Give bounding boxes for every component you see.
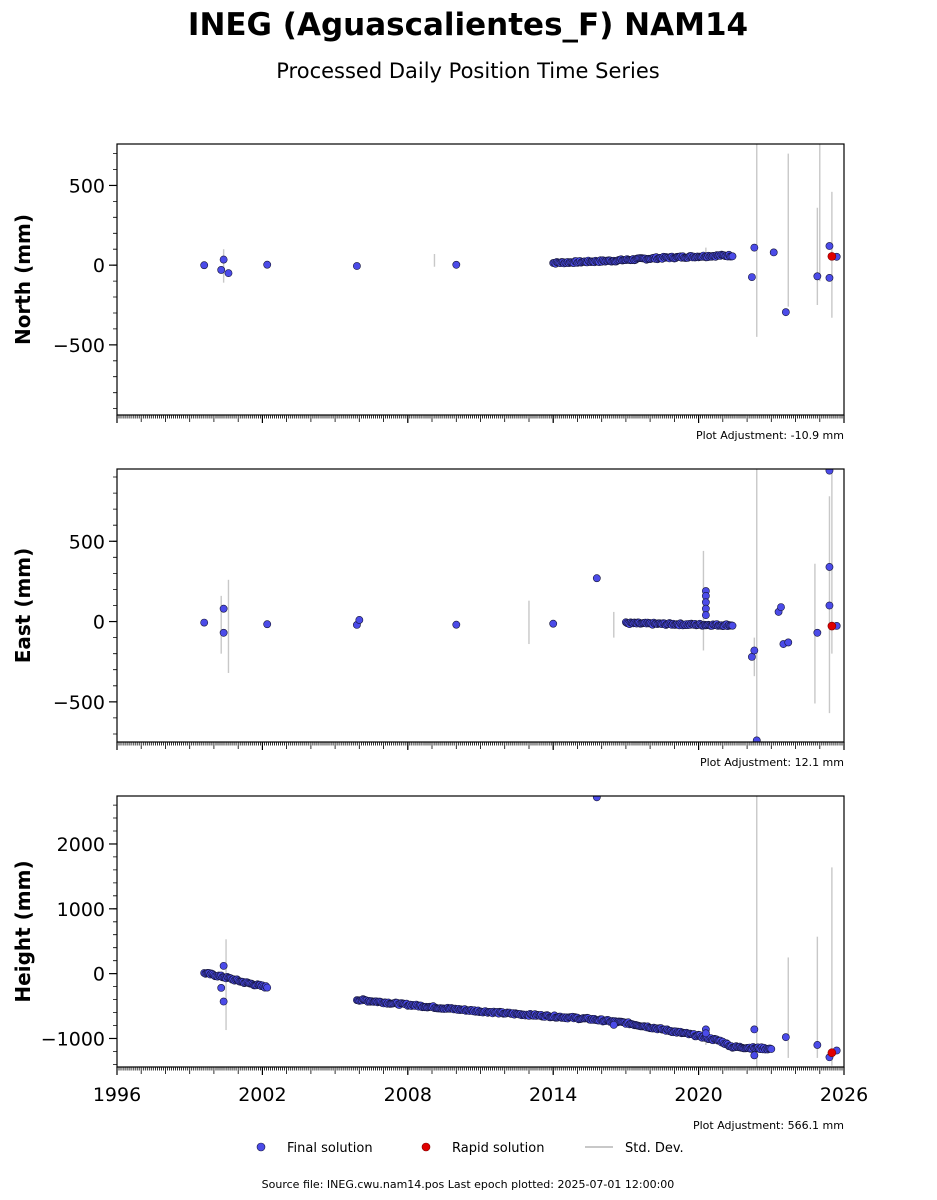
final-point bbox=[592, 574, 601, 583]
final-point bbox=[750, 1051, 759, 1060]
final-point bbox=[767, 1045, 776, 1053]
y-tick-label: 1000 bbox=[57, 899, 105, 921]
source-note: Source file: INEG.cwu.nam14.pos Last epo… bbox=[262, 1178, 675, 1191]
final-point bbox=[219, 604, 228, 613]
final-point bbox=[263, 983, 272, 992]
final-point bbox=[750, 646, 759, 655]
final-point bbox=[352, 262, 361, 270]
final-point bbox=[781, 1033, 790, 1042]
y-tick-label: 2000 bbox=[57, 834, 105, 856]
x-tick-label: 2026 bbox=[820, 1084, 868, 1106]
final-point bbox=[825, 469, 834, 475]
final-point bbox=[769, 248, 778, 257]
final-point bbox=[219, 628, 228, 637]
final-point bbox=[701, 604, 710, 613]
y-axis-label: North (mm) bbox=[11, 214, 35, 345]
final-point bbox=[728, 621, 737, 630]
legend-rapid-marker bbox=[421, 1142, 431, 1152]
plot-area bbox=[200, 144, 841, 337]
plot-adjustment: Plot Adjustment: 566.1 mm bbox=[693, 1119, 844, 1132]
legend-stddev-label: Std. Dev. bbox=[625, 1141, 684, 1156]
y-tick-label: 0 bbox=[93, 964, 105, 986]
final-point bbox=[452, 620, 461, 629]
figure-title: INEG (Aguascalientes_F) NAM14 bbox=[188, 7, 748, 43]
final-point bbox=[217, 266, 226, 274]
panel-1: 500 0 −500 East (mm) Plot Adjustment: 12.1 m… bbox=[11, 468, 845, 769]
final-point bbox=[781, 308, 790, 317]
panels: 500 0 −500 North (mm) Plot Adjustment: -10.9… bbox=[11, 143, 868, 1132]
panel-2: 1996 2002 2008 2014 2020 2026 2000 1000 0 −1000 He… bbox=[11, 795, 868, 1132]
final-point bbox=[825, 563, 834, 571]
plot-area bbox=[200, 796, 841, 1067]
final-point bbox=[825, 274, 834, 282]
y-tick-label: 500 bbox=[69, 175, 105, 197]
final-point bbox=[219, 961, 228, 970]
final-point bbox=[777, 603, 785, 612]
plot-area bbox=[200, 469, 841, 742]
plot-adjustment: Plot Adjustment: 12.1 mm bbox=[700, 756, 844, 769]
final-point bbox=[549, 619, 558, 628]
x-tick-label: 2020 bbox=[674, 1084, 722, 1106]
final-point bbox=[750, 1025, 759, 1034]
plot-adjustment: Plot Adjustment: -10.9 mm bbox=[696, 429, 844, 442]
final-point bbox=[219, 255, 228, 264]
final-point bbox=[701, 598, 710, 607]
final-point bbox=[813, 628, 822, 637]
final-point bbox=[748, 273, 756, 282]
x-ticks bbox=[116, 415, 845, 422]
x-tick-label: 2008 bbox=[384, 1084, 432, 1106]
rapid-point bbox=[827, 252, 837, 261]
x-ticks bbox=[116, 1067, 845, 1074]
x-tick-label: 2014 bbox=[529, 1084, 577, 1106]
final-point bbox=[728, 252, 737, 261]
rapid-point bbox=[827, 1048, 837, 1058]
final-point bbox=[701, 591, 710, 600]
final-point bbox=[813, 272, 822, 281]
y-tick-label: 500 bbox=[69, 531, 105, 553]
final-point bbox=[750, 243, 759, 252]
final-point bbox=[263, 620, 272, 629]
final-point bbox=[224, 269, 233, 278]
x-tick-label: 1996 bbox=[93, 1084, 141, 1106]
x-ticks bbox=[116, 742, 845, 749]
axes-frame bbox=[116, 468, 845, 743]
legend-final-marker bbox=[256, 1142, 266, 1152]
final-point bbox=[452, 260, 461, 269]
final-point bbox=[752, 736, 761, 742]
legend-final-label: Final solution bbox=[287, 1141, 373, 1156]
final-point bbox=[263, 260, 272, 269]
rapid-point bbox=[827, 621, 837, 631]
y-axis-label: East (mm) bbox=[11, 548, 35, 664]
final-point bbox=[355, 616, 364, 624]
final-point bbox=[200, 618, 209, 627]
y-tick-label: 0 bbox=[93, 612, 105, 634]
final-point bbox=[784, 638, 793, 647]
final-point bbox=[592, 796, 601, 802]
final-point bbox=[825, 242, 834, 250]
y-tick-label: −500 bbox=[53, 692, 105, 714]
final-point bbox=[701, 611, 710, 620]
final-point bbox=[825, 601, 834, 610]
figure-subtitle: Processed Daily Position Time Series bbox=[276, 59, 660, 83]
y-tick-label: 0 bbox=[93, 255, 105, 277]
y-tick-label: −500 bbox=[53, 335, 105, 357]
final-point bbox=[609, 1020, 618, 1029]
legend-rapid-label: Rapid solution bbox=[452, 1141, 544, 1156]
final-point bbox=[217, 984, 226, 992]
final-point bbox=[200, 261, 209, 270]
axes-frame bbox=[116, 143, 845, 416]
y-axis-label: Height (mm) bbox=[11, 860, 35, 1002]
panel-0: 500 0 −500 North (mm) Plot Adjustment: -10.9… bbox=[11, 143, 845, 442]
legend: Final solution Rapid solution Std. Dev. bbox=[256, 1141, 684, 1156]
final-point bbox=[219, 997, 228, 1006]
final-point bbox=[748, 652, 756, 661]
x-tick-label: 2002 bbox=[238, 1084, 286, 1106]
final-point bbox=[701, 1029, 710, 1038]
y-tick-label: −1000 bbox=[41, 1028, 105, 1050]
final-point bbox=[813, 1041, 822, 1049]
